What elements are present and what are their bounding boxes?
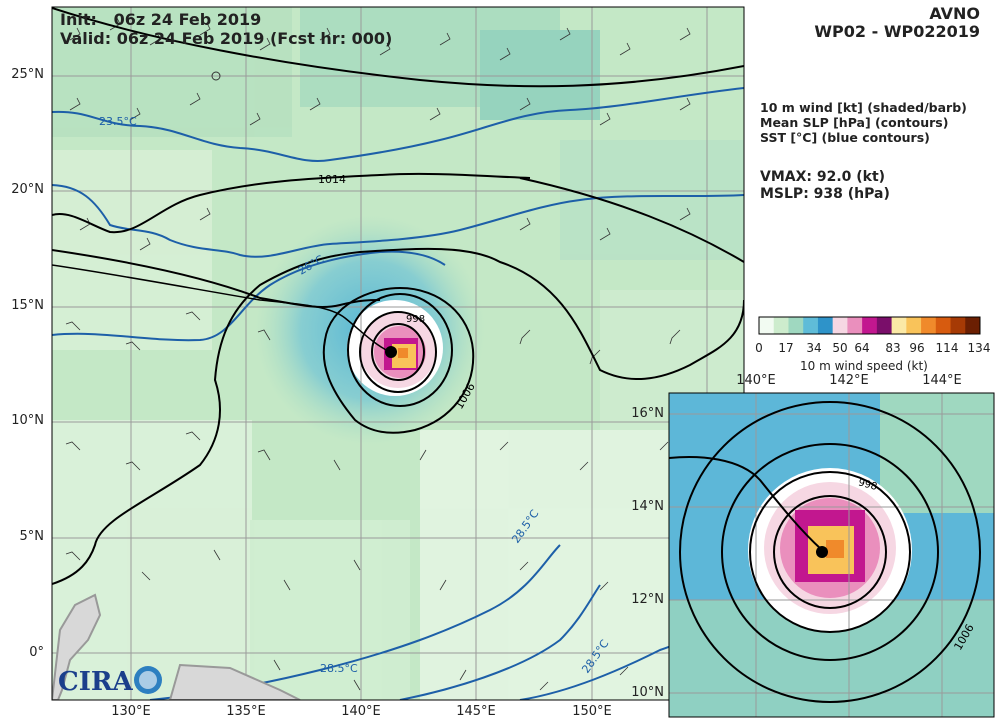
storm-center-marker	[385, 346, 397, 358]
main-map	[52, 7, 744, 700]
cb-tick-5: 83	[885, 341, 901, 355]
lat-label-5: 5°N	[19, 529, 45, 544]
cira-logo: CIRA	[58, 666, 162, 697]
cb-tick-0: 0	[755, 341, 763, 355]
cb-tick-8: 134	[967, 341, 991, 355]
colorbar-segment	[817, 317, 834, 334]
wind-shading	[52, 7, 744, 700]
inset-slp-label-998: 998	[857, 477, 878, 493]
colorbar-segment	[950, 317, 966, 334]
legend-wind: 10 m wind [kt] (shaded/barb)	[760, 100, 967, 115]
model-name: AVNO	[929, 4, 980, 23]
colorbar-segment	[935, 317, 952, 334]
init-time: 06z 24 Feb 2019	[113, 10, 262, 29]
colorbar-segment	[773, 317, 789, 334]
inset-storm-center-marker	[816, 546, 828, 558]
init-label: Init: 06z 24 Feb 2019	[60, 10, 262, 29]
lon-label-140: 140°E	[341, 704, 381, 719]
lon-label-135: 135°E	[226, 704, 266, 719]
colorbar-segment	[788, 317, 804, 334]
valid-line: Valid: 06z 24 Feb 2019 (Fcst hr: 000)	[60, 29, 393, 48]
inset-lat-label-16: 16°N	[631, 406, 664, 421]
lat-label-0: 0°	[29, 645, 44, 660]
cb-tick-2: 34	[806, 341, 822, 355]
lon-label-130: 130°E	[111, 704, 151, 719]
colorbar-segment	[876, 317, 893, 334]
colorbar-segment	[965, 317, 981, 334]
slp-label-998: 998	[406, 314, 425, 325]
lon-label-150: 150°E	[572, 704, 612, 719]
colorbar-segment	[803, 317, 819, 334]
cb-tick-4: 64	[854, 341, 870, 355]
colorbar-segment	[847, 317, 863, 334]
cb-tick-1: 17	[778, 341, 794, 355]
inset-lon-label-144: 144°E	[922, 373, 962, 388]
slp-label-1014: 1014	[318, 173, 346, 186]
lat-label-20: 20°N	[11, 182, 44, 197]
inset-lat-label-12: 12°N	[631, 592, 664, 607]
coastlines	[52, 593, 301, 700]
lat-label-25: 25°N	[11, 67, 44, 82]
colorbar-segment	[832, 317, 848, 334]
lat-label-15: 15°N	[11, 298, 44, 313]
legend-sst: SST [°C] (blue contours)	[760, 130, 930, 145]
sst-label-23: 23.5°C	[99, 115, 137, 128]
colorbar-segment	[862, 317, 878, 334]
cb-tick-6: 96	[909, 341, 925, 355]
cb-tick-3: 50	[832, 341, 848, 355]
colorbar	[758, 316, 981, 335]
colorbar-segment	[891, 317, 907, 334]
sst-label-285b: 28.5°C	[320, 662, 358, 675]
inset-map	[669, 393, 994, 717]
colorbar-segment	[921, 317, 937, 334]
inset-lon-label-142: 142°E	[829, 373, 869, 388]
colorbar-title: 10 m wind speed (kt)	[800, 359, 928, 373]
lat-label-10: 10°N	[11, 413, 44, 428]
storm-id: WP02 - WP022019	[814, 22, 980, 41]
slp-contours	[52, 7, 744, 585]
colorbar-segment	[759, 317, 775, 334]
lon-label-145: 145°E	[456, 704, 496, 719]
legend-slp: Mean SLP [hPa] (contours)	[760, 115, 949, 130]
inset-lon-label-140: 140°E	[736, 373, 776, 388]
vmax-value: VMAX: 92.0 (kt)	[760, 169, 886, 185]
mslp-value: MSLP: 938 (hPa)	[760, 186, 890, 202]
inset-lat-label-10: 10°N	[631, 685, 664, 700]
inset-lat-label-14: 14°N	[631, 499, 664, 514]
colorbar-segment	[906, 317, 922, 334]
storm-track	[52, 264, 391, 353]
colorbar-frame	[758, 316, 981, 335]
cb-tick-7: 114	[935, 341, 959, 355]
svg-text:CIRA: CIRA	[58, 667, 133, 697]
